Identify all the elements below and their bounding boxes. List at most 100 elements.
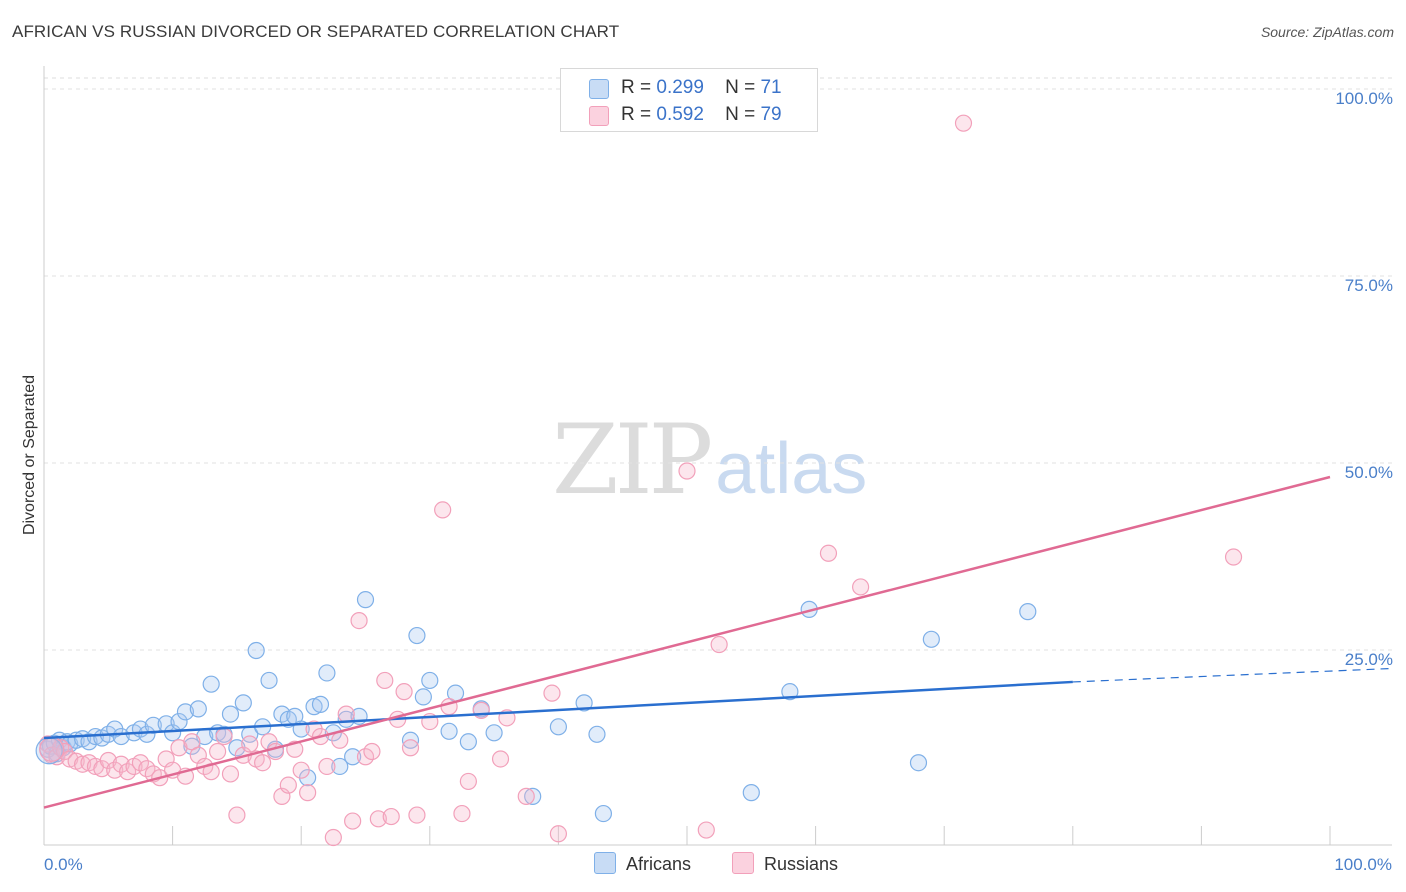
legend-n-label: N =: [725, 104, 756, 125]
point-russians: [39, 736, 65, 762]
point-africans: [408, 626, 426, 645]
legend-r-label: R =: [621, 104, 652, 125]
point-africans: [440, 722, 458, 740]
y-axis-title: Divorced or Separated: [21, 375, 38, 535]
point-africans: [234, 694, 252, 712]
trend-line-africans-extension: [1072, 667, 1393, 683]
point-russians: [209, 742, 227, 761]
axis-layer: [43, 66, 1392, 846]
point-russians: [819, 544, 838, 562]
point-russians: [99, 751, 117, 770]
point-russians: [241, 735, 259, 753]
bottom-legend-africans: Africans: [594, 852, 691, 875]
point-africans: [202, 675, 220, 693]
point-africans: [524, 787, 542, 805]
point-russians: [697, 821, 715, 839]
point-africans: [183, 737, 201, 755]
point-africans: [414, 688, 432, 706]
point-russians: [279, 776, 297, 794]
watermark-atlas: atlas: [715, 429, 868, 509]
point-africans: [922, 630, 940, 648]
point-russians: [221, 765, 240, 783]
point-russians: [344, 812, 362, 830]
point-africans: [247, 641, 265, 660]
watermark: ZIPatlas: [552, 404, 867, 516]
legend-r-value: 0.299: [656, 77, 704, 98]
point-russians: [453, 804, 471, 823]
point-russians: [376, 671, 394, 690]
legend-r-value: 0.592: [656, 104, 704, 125]
point-russians: [337, 705, 355, 723]
point-russians: [61, 750, 79, 768]
point-africans: [221, 705, 240, 723]
point-russians: [472, 701, 490, 719]
point-africans: [305, 698, 323, 716]
point-russians: [131, 754, 150, 772]
point-africans: [138, 725, 156, 743]
point-russians: [543, 684, 561, 702]
point-russians: [382, 807, 400, 826]
bottom-legend-swatch-africans: [594, 852, 616, 874]
point-africans: [189, 700, 207, 718]
point-russians: [292, 761, 310, 779]
label-layer: 100.0% 75.0% 50.0% 25.0% 0.0% 100.0% Divorced …: [21, 89, 1393, 874]
point-russians: [1224, 548, 1243, 566]
point-africans: [344, 748, 362, 766]
point-russians: [350, 611, 368, 630]
point-africans: [331, 757, 349, 776]
point-africans: [459, 733, 477, 751]
point-russians: [215, 727, 233, 746]
point-africans: [781, 683, 799, 701]
point-russians: [954, 114, 973, 132]
point-russians: [363, 742, 381, 761]
legend-r-label: R =: [621, 77, 652, 98]
point-africans: [742, 784, 760, 802]
point-africans: [176, 703, 195, 721]
chart-title: AFRICAN VS RUSSIAN DIVORCED OR SEPARATED…: [12, 22, 620, 41]
point-africans: [594, 804, 613, 823]
bottom-legend-label-russians: Russians: [764, 854, 839, 874]
point-russians: [106, 761, 124, 779]
point-russians: [369, 810, 387, 828]
point-russians: [228, 806, 246, 824]
point-africans: [356, 591, 375, 609]
point-russians: [299, 784, 317, 802]
point-russians: [408, 806, 426, 824]
point-russians: [549, 825, 568, 843]
point-russians: [254, 754, 272, 772]
trend-line-africans: [43, 680, 1073, 740]
point-russians: [459, 772, 477, 791]
point-africans: [260, 671, 278, 690]
y-tick-label: 75.0%: [1345, 276, 1393, 295]
point-russians: [434, 501, 452, 519]
point-russians: [331, 731, 349, 749]
grid-layer: [44, 77, 1392, 651]
point-russians: [491, 750, 510, 768]
bottom-legend-swatch-russians: [732, 852, 754, 874]
legend-swatch-africans: [589, 79, 609, 99]
point-africans: [575, 694, 593, 712]
point-africans: [1019, 603, 1037, 621]
y-tick-label: 100.0%: [1335, 89, 1393, 108]
correlation-legend: R = 0.299 N = 71 R = 0.592 N = 79: [560, 68, 818, 132]
watermark-zip: ZIP: [552, 404, 713, 516]
point-africans: [337, 710, 355, 728]
bottom-legend-label-africans: Africans: [626, 854, 692, 874]
point-russians: [852, 578, 870, 596]
point-russians: [395, 683, 413, 701]
source-label: Source: ZipAtlas.com: [1260, 24, 1394, 40]
point-africans: [909, 754, 928, 772]
point-russians: [73, 755, 92, 773]
point-russians: [401, 739, 420, 757]
point-africans: [421, 671, 439, 690]
legend-swatch-russians: [589, 106, 609, 126]
point-russians: [678, 462, 696, 480]
trend-line-russians: [43, 475, 1331, 809]
y-tick-label: 25.0%: [1345, 650, 1393, 669]
point-africans: [318, 664, 336, 682]
legend-n-value: 79: [760, 104, 782, 125]
legend-n-label: N =: [725, 77, 756, 98]
point-africans: [485, 724, 503, 742]
y-tick-label: 50.0%: [1345, 463, 1393, 482]
